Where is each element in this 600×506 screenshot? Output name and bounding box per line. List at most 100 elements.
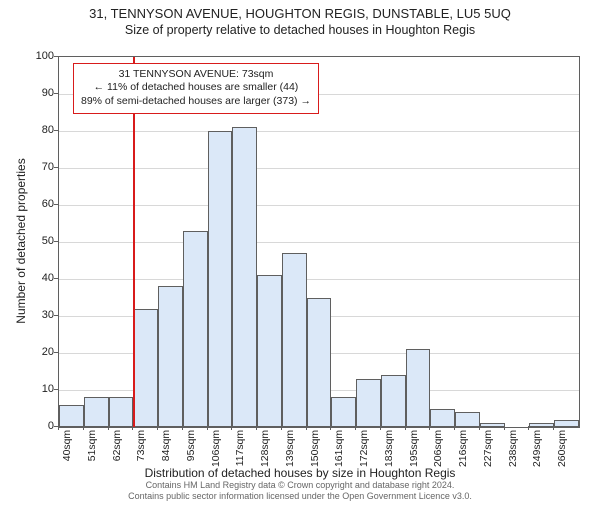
- y-tick-label: 100: [14, 50, 54, 62]
- histogram-bar: [109, 397, 134, 427]
- y-tick-label: 50: [14, 235, 54, 247]
- x-tick-mark: [405, 426, 406, 430]
- histogram-bar: [282, 253, 307, 427]
- x-tick-label: 95sqm: [186, 430, 197, 461]
- x-tick-label: 216sqm: [458, 430, 469, 467]
- histogram-bar: [529, 423, 554, 427]
- histogram-bar: [59, 405, 84, 427]
- y-tick-label: 20: [14, 346, 54, 358]
- histogram-bar: [158, 286, 183, 427]
- gridline: [59, 279, 579, 280]
- y-tick-label: 30: [14, 309, 54, 321]
- x-tick-mark: [108, 426, 109, 430]
- callout-line-2: ← 11% of detached houses are smaller (44…: [81, 81, 311, 94]
- x-tick-mark: [504, 426, 505, 430]
- histogram-bar: [356, 379, 381, 427]
- x-tick-label: 139sqm: [285, 430, 296, 467]
- y-tick-mark: [54, 167, 58, 168]
- x-tick-mark: [157, 426, 158, 430]
- y-tick-mark: [54, 315, 58, 316]
- x-tick-label: 249sqm: [532, 430, 543, 467]
- y-tick-label: 80: [14, 124, 54, 136]
- x-tick-mark: [380, 426, 381, 430]
- x-tick-mark: [207, 426, 208, 430]
- x-tick-mark: [429, 426, 430, 430]
- x-axis-label: Distribution of detached houses by size …: [0, 466, 600, 480]
- histogram-bar: [554, 420, 579, 427]
- x-tick-mark: [182, 426, 183, 430]
- callout-line-1: 31 TENNYSON AVENUE: 73sqm: [81, 68, 311, 81]
- x-tick-label: 172sqm: [359, 430, 370, 467]
- x-tick-mark: [355, 426, 356, 430]
- histogram-bar: [430, 409, 455, 428]
- gridline: [59, 131, 579, 132]
- gridline: [59, 242, 579, 243]
- y-tick-mark: [54, 241, 58, 242]
- x-tick-label: 206sqm: [433, 430, 444, 467]
- histogram-bar: [480, 423, 505, 427]
- x-tick-mark: [231, 426, 232, 430]
- histogram-bar: [455, 412, 480, 427]
- x-tick-label: 260sqm: [557, 430, 568, 467]
- histogram-bar: [208, 131, 233, 427]
- x-tick-mark: [479, 426, 480, 430]
- x-tick-mark: [553, 426, 554, 430]
- gridline: [59, 205, 579, 206]
- histogram-bar: [232, 127, 257, 427]
- footer-line-2: Contains public sector information licen…: [0, 491, 600, 502]
- footer-line-1: Contains HM Land Registry data © Crown c…: [0, 480, 600, 491]
- x-tick-mark: [58, 426, 59, 430]
- y-tick-label: 70: [14, 161, 54, 173]
- histogram-bar: [183, 231, 208, 427]
- y-tick-mark: [54, 204, 58, 205]
- x-tick-label: 62sqm: [112, 430, 123, 461]
- x-tick-label: 73sqm: [136, 430, 147, 461]
- x-tick-label: 51sqm: [87, 430, 98, 461]
- x-tick-label: 128sqm: [260, 430, 271, 467]
- y-tick-mark: [54, 130, 58, 131]
- x-tick-label: 227sqm: [483, 430, 494, 467]
- y-tick-label: 10: [14, 383, 54, 395]
- callout-box: 31 TENNYSON AVENUE: 73sqm ← 11% of detac…: [73, 63, 319, 114]
- x-tick-label: 150sqm: [310, 430, 321, 467]
- chart-container: 31, TENNYSON AVENUE, HOUGHTON REGIS, DUN…: [0, 6, 600, 506]
- x-tick-mark: [454, 426, 455, 430]
- footer-attribution: Contains HM Land Registry data © Crown c…: [0, 480, 600, 502]
- chart-subtitle: Size of property relative to detached ho…: [0, 23, 600, 37]
- histogram-bar: [331, 397, 356, 427]
- histogram-bar: [84, 397, 109, 427]
- x-tick-mark: [528, 426, 529, 430]
- histogram-bar: [133, 309, 158, 427]
- y-tick-label: 60: [14, 198, 54, 210]
- plot-area: 31 TENNYSON AVENUE: 73sqm ← 11% of detac…: [58, 56, 580, 428]
- histogram-bar: [257, 275, 282, 427]
- histogram-bar: [406, 349, 431, 427]
- x-tick-label: 195sqm: [409, 430, 420, 467]
- x-tick-mark: [132, 426, 133, 430]
- y-tick-mark: [54, 56, 58, 57]
- y-tick-mark: [54, 389, 58, 390]
- x-tick-label: 84sqm: [161, 430, 172, 461]
- x-tick-label: 106sqm: [211, 430, 222, 467]
- y-tick-mark: [54, 278, 58, 279]
- x-tick-mark: [306, 426, 307, 430]
- histogram-bar: [381, 375, 406, 427]
- x-tick-label: 238sqm: [508, 430, 519, 467]
- x-tick-label: 161sqm: [334, 430, 345, 467]
- histogram-bar: [307, 298, 332, 428]
- gridline: [59, 168, 579, 169]
- y-tick-mark: [54, 352, 58, 353]
- y-tick-label: 90: [14, 87, 54, 99]
- x-tick-label: 117sqm: [235, 430, 246, 466]
- y-tick-label: 0: [14, 420, 54, 432]
- x-tick-mark: [281, 426, 282, 430]
- y-tick-label: 40: [14, 272, 54, 284]
- x-tick-label: 183sqm: [384, 430, 395, 467]
- x-tick-label: 40sqm: [62, 430, 73, 461]
- callout-line-3: 89% of semi-detached houses are larger (…: [81, 95, 311, 108]
- y-tick-mark: [54, 93, 58, 94]
- chart-title: 31, TENNYSON AVENUE, HOUGHTON REGIS, DUN…: [0, 6, 600, 21]
- x-tick-mark: [256, 426, 257, 430]
- x-tick-mark: [83, 426, 84, 430]
- x-tick-mark: [330, 426, 331, 430]
